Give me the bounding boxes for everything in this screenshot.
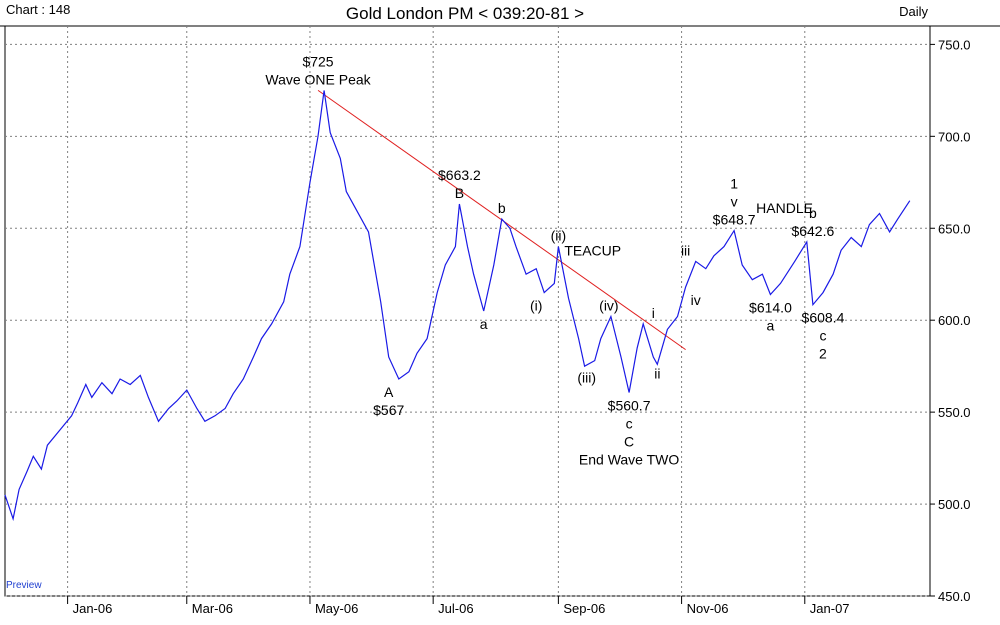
annotation-label: iii bbox=[681, 242, 690, 258]
annotation-label: Wave ONE Peak bbox=[265, 71, 371, 87]
annotation-label: 2 bbox=[819, 346, 827, 362]
y-tick-label: 700.0 bbox=[938, 129, 971, 144]
annotation-label: a bbox=[767, 317, 775, 333]
annotation-label: (iii) bbox=[577, 369, 596, 385]
annotation-label: b bbox=[498, 200, 506, 216]
annotation-label: c bbox=[819, 328, 826, 344]
annotation-label: $648.7 bbox=[713, 212, 756, 228]
y-tick-label: 550.0 bbox=[938, 405, 971, 420]
annotation-label: ii bbox=[654, 366, 660, 382]
annotation-label: $567 bbox=[373, 402, 404, 418]
annotation-label: B bbox=[455, 185, 464, 201]
annotation-label: (i) bbox=[530, 298, 542, 314]
price-series-line bbox=[4, 90, 911, 522]
annotation-label: End Wave TWO bbox=[579, 451, 679, 467]
y-tick-label: 450.0 bbox=[938, 589, 971, 604]
annotation-label: $608.4 bbox=[802, 310, 845, 326]
annotation-label: $614.0 bbox=[749, 299, 792, 315]
x-tick-label: Sep-06 bbox=[563, 601, 605, 616]
annotation-label: i bbox=[652, 305, 655, 321]
preview-label[interactable]: Preview bbox=[6, 580, 42, 591]
annotation-label: A bbox=[384, 384, 394, 400]
y-tick-label: 500.0 bbox=[938, 497, 971, 512]
annotation-label: 1 bbox=[730, 176, 738, 192]
series-group bbox=[4, 90, 911, 522]
annotation-label: TEACUP bbox=[564, 242, 621, 258]
x-tick-label: May-06 bbox=[315, 601, 358, 616]
annotation-label: b bbox=[809, 205, 817, 221]
chart-id: Chart : 148 bbox=[6, 2, 71, 17]
annotation-label: iv bbox=[691, 292, 701, 308]
y-tick-label: 650.0 bbox=[938, 221, 971, 236]
x-tick-label: Jan-07 bbox=[810, 601, 850, 616]
x-tick-label: Mar-06 bbox=[192, 601, 233, 616]
annotation-label: $642.6 bbox=[791, 223, 834, 239]
x-tick-label: Jan-06 bbox=[73, 601, 113, 616]
chart-title: Gold London PM < 039:20-81 > bbox=[345, 4, 585, 23]
y-tick-label: 600.0 bbox=[938, 313, 971, 328]
y-tick-label: 750.0 bbox=[938, 37, 971, 52]
annotation-label: c bbox=[626, 415, 633, 431]
period-label: Daily bbox=[899, 4, 928, 19]
annotation-label: (iv) bbox=[599, 298, 618, 314]
axis-labels: 450.0 500.0 550.0 600.0 650.0 700.0 750.0 Jan-0… bbox=[67, 37, 971, 616]
annotation-label: $663.2 bbox=[438, 167, 481, 183]
annotation-label: $725 bbox=[302, 53, 333, 69]
annotation-label: a bbox=[480, 316, 488, 332]
annotation-label: v bbox=[731, 194, 738, 210]
x-tick-label: Nov-06 bbox=[687, 601, 729, 616]
annotation-label: $560.7 bbox=[608, 397, 651, 413]
annotation-label: C bbox=[624, 433, 634, 449]
annotation-label: HANDLE bbox=[756, 200, 813, 216]
plot-area bbox=[4, 25, 931, 597]
annotation-label: (ii) bbox=[551, 228, 567, 244]
x-tick-label: Jul-06 bbox=[438, 601, 473, 616]
annotations: $725 Wave ONE Peak A $567 $663.2 Ba b (i) (ii)TE… bbox=[265, 53, 844, 467]
